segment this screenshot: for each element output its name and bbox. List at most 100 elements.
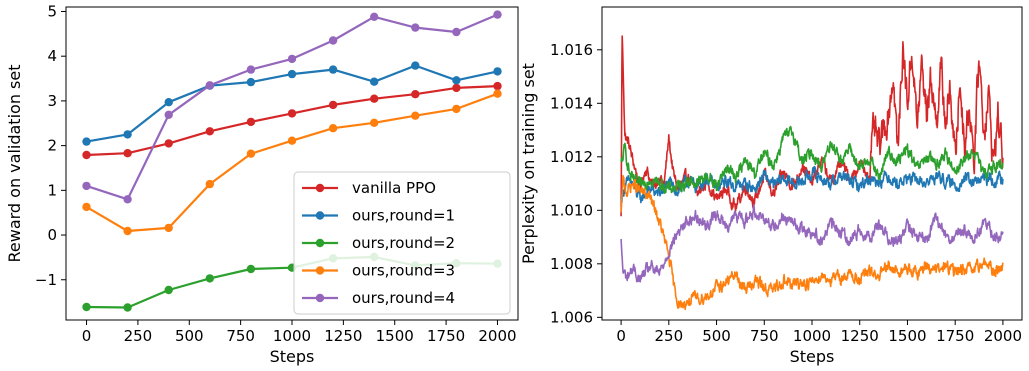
series-line-1 — [620, 165, 1004, 204]
x-tick-label: 500 — [702, 327, 731, 345]
data-point — [287, 54, 297, 64]
data-point — [328, 100, 338, 110]
data-point — [82, 150, 91, 160]
y-tick-label: 1.006 — [550, 308, 593, 326]
data-point — [287, 136, 297, 145]
series-line-0 — [620, 35, 1004, 217]
data-point — [82, 137, 91, 146]
x-tick-label: 1750 — [427, 327, 465, 345]
x-tick-label: 750 — [226, 327, 255, 345]
data-point — [164, 110, 173, 120]
y-tick-label: 1 — [47, 181, 57, 199]
data-point — [370, 12, 379, 21]
series-line-3 — [620, 174, 1004, 311]
data-point — [82, 181, 91, 191]
x-tick-label: 2000 — [478, 327, 516, 345]
data-point — [205, 81, 214, 90]
data-point — [123, 195, 132, 204]
data-point — [246, 149, 256, 158]
data-point — [123, 303, 132, 312]
data-point — [123, 130, 132, 139]
x-tick-label: 1250 — [324, 327, 362, 345]
y-tick-label: 5 — [47, 2, 57, 20]
data-point — [452, 76, 461, 85]
data-point — [493, 89, 502, 98]
legend: vanilla PPO ours,round=1 ours,round=2 ours,… — [293, 171, 511, 315]
data-point — [452, 104, 461, 114]
x-tick-label: 1250 — [841, 327, 879, 345]
data-point — [370, 94, 379, 103]
legend-label: ours,round=3 — [352, 262, 455, 280]
data-point — [164, 98, 173, 107]
series-line-2 — [620, 125, 1004, 194]
legend-swatch-marker — [315, 266, 325, 275]
data-point — [493, 10, 502, 19]
y-tick-label: −1 — [35, 271, 57, 289]
data-point — [205, 274, 214, 283]
data-point — [287, 69, 297, 79]
data-point — [123, 226, 132, 236]
y-tick-label: 1.012 — [550, 148, 593, 166]
reward-chart: 0 250 500 750 1000 1250 1500 1750 2000 −1 0 1 2 3 4 5 St… — [5, 2, 519, 366]
x-tick-label: 500 — [175, 327, 204, 345]
data-point — [493, 67, 502, 76]
data-point — [246, 65, 256, 74]
data-point — [328, 65, 338, 74]
x-tick-label: 250 — [654, 327, 683, 345]
data-point — [370, 77, 379, 86]
y-tick-label: 1.016 — [550, 41, 593, 59]
legend-box — [293, 171, 511, 315]
data-point — [287, 109, 297, 118]
y-tick-label: 4 — [47, 47, 57, 65]
y-tick-label: 1.010 — [550, 201, 593, 219]
y-tick-label: 3 — [47, 92, 57, 110]
y-axis-label: Reward on validation set — [5, 65, 24, 263]
data-point — [411, 61, 420, 70]
legend-swatch-marker — [315, 238, 325, 248]
x-tick-label: 0 — [82, 327, 92, 345]
y-tick-label: 0 — [47, 226, 57, 244]
data-point — [411, 111, 420, 120]
x-tick-label: 0 — [616, 327, 626, 345]
data-point — [164, 223, 173, 233]
x-axis-label: Steps — [270, 347, 315, 366]
legend-swatch-marker — [315, 211, 325, 220]
data-point — [246, 117, 256, 127]
y-tick-label: 1.014 — [550, 94, 593, 112]
x-tick-label: 250 — [124, 327, 153, 345]
x-tick-label: 1500 — [376, 327, 414, 345]
perplexity-chart: 0 250 500 750 1000 1250 1500 1750 2000 1.006 1.008… — [519, 6, 1023, 366]
y-tick-label: 1.008 — [550, 255, 593, 273]
series-group — [82, 10, 502, 312]
data-point — [411, 90, 420, 99]
data-point — [164, 139, 173, 148]
x-tick-label: 2000 — [984, 327, 1022, 345]
x-tick-label: 1000 — [793, 327, 831, 345]
legend-label: vanilla PPO — [352, 179, 436, 197]
series-group — [620, 35, 1004, 311]
y-axis-label: Perplexity on training set — [519, 63, 538, 264]
data-point — [82, 202, 91, 212]
x-tick-label: 750 — [750, 327, 779, 345]
legend-swatch-marker — [315, 293, 325, 303]
y-tick-label: 2 — [47, 137, 57, 155]
data-point — [411, 23, 420, 32]
data-point — [452, 27, 461, 37]
x-tick-label: 1500 — [888, 327, 926, 345]
x-tick-label: 1000 — [273, 327, 311, 345]
series-line-4 — [620, 203, 1004, 283]
data-point — [452, 83, 461, 93]
x-axis-label: Steps — [790, 347, 835, 366]
data-point — [164, 285, 173, 295]
data-point — [205, 127, 214, 136]
x-tick-label: 1750 — [936, 327, 974, 345]
data-point — [82, 302, 91, 312]
data-point — [205, 179, 214, 189]
axes-frame — [601, 6, 1023, 321]
data-point — [493, 81, 502, 91]
legend-label: ours,round=1 — [352, 207, 455, 225]
data-point — [246, 77, 256, 87]
data-point — [328, 124, 338, 133]
data-point — [123, 149, 132, 158]
